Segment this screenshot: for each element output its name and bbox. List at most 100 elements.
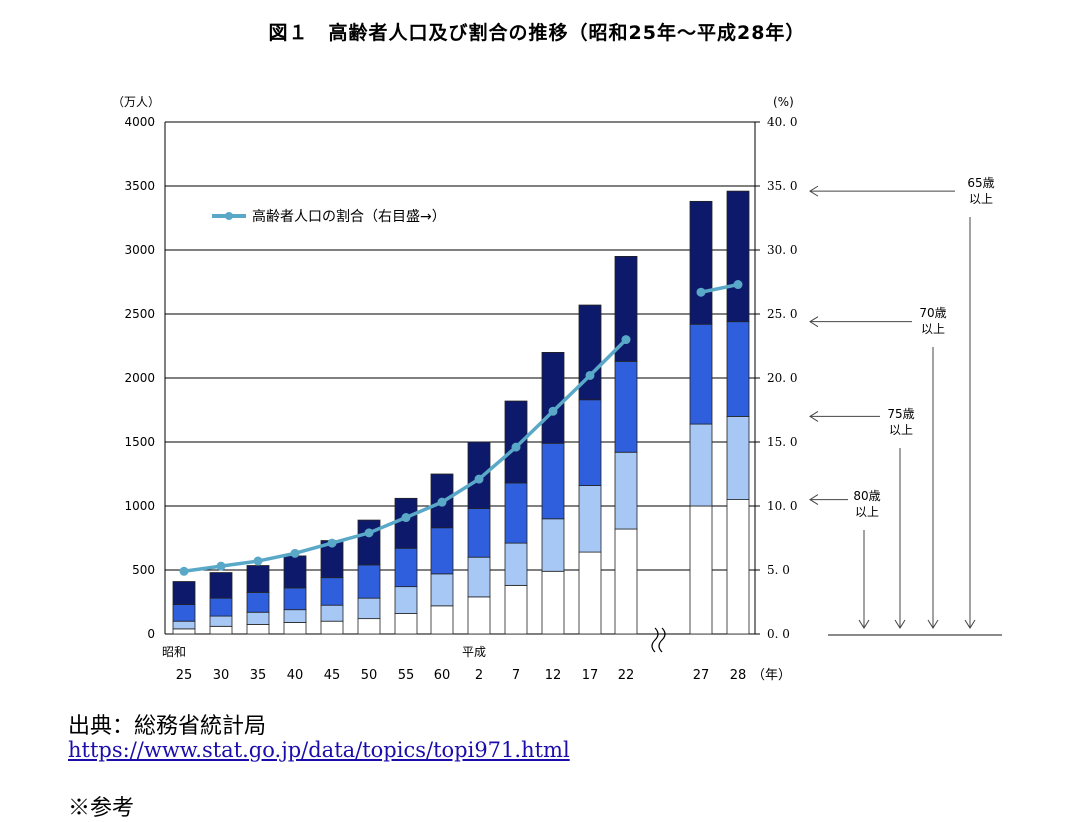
- y-tick-label: 1000: [124, 499, 155, 513]
- bracket-label-line2: 以上: [921, 322, 945, 336]
- ratio-line-segment: [700, 282, 739, 294]
- bracket-label-line2: 以上: [889, 423, 913, 437]
- stacked-bars: [172, 190, 750, 635]
- x-tick-label: 2: [475, 668, 483, 683]
- y-tick-label: 2500: [124, 307, 155, 321]
- ratio-point: [327, 538, 337, 548]
- bar-segment-age80plus: [320, 620, 344, 635]
- year-unit-label: （年）: [752, 668, 791, 683]
- x-tick-label: 30: [213, 668, 230, 683]
- x-tick-label: 28: [730, 668, 747, 683]
- bracket-vertical-arrowhead: [964, 619, 976, 629]
- bar-segment-age70_74: [430, 527, 454, 575]
- x-tick-label: 50: [361, 668, 378, 683]
- axis-break-stroke: [658, 627, 666, 653]
- y-tick-label: 3500: [124, 179, 155, 193]
- bracket-vertical-arrowhead: [927, 619, 939, 629]
- bar-segment-age75_79: [726, 415, 750, 500]
- bar-segment-age80plus: [726, 499, 750, 635]
- axis-labels: （万人） (%) 昭和 平成 （年）: [112, 95, 794, 683]
- bar-segment-age80plus: [504, 584, 528, 635]
- bracket-label-line1: 75歳: [887, 407, 914, 421]
- bar-segment-age70_74: [614, 360, 638, 453]
- x-tick-label: 22: [618, 668, 635, 683]
- bar-segment-age80plus: [357, 618, 381, 635]
- ratio-point: [621, 335, 631, 345]
- y2-tick-label: 15. 0: [767, 435, 798, 449]
- bar-segment-age70_74: [209, 597, 233, 617]
- ratio-point: [548, 406, 558, 416]
- page-title: 図１ 高齢者人口及び割合の推移（昭和25年～平成28年）: [268, 22, 806, 44]
- axis-break-symbol: [651, 627, 666, 653]
- bar-segment-age70_74: [541, 442, 565, 520]
- axis-break-stroke: [651, 627, 659, 653]
- legend-label: 高齢者人口の割合（右目盛→）: [252, 208, 446, 225]
- source-link[interactable]: https://www.stat.go.jp/data/topics/topi9…: [68, 738, 570, 762]
- bracket-label-line1: 80歳: [853, 489, 880, 503]
- ratio-point: [733, 280, 743, 290]
- bracket-vertical-arrowhead: [858, 619, 870, 629]
- bar-segment-age65_69: [394, 497, 418, 549]
- ratio-point: [290, 548, 300, 558]
- legend-line-marker: [225, 212, 233, 220]
- bar-segment-age75_79: [689, 423, 713, 507]
- bar-segment-age75_79: [430, 573, 454, 607]
- bar-segment-age70_74: [578, 399, 602, 486]
- bar-segment-age65_69: [209, 572, 233, 599]
- y-tick-label: 2000: [124, 371, 155, 385]
- reference-label: ※参考: [68, 796, 135, 821]
- ratio-point: [364, 528, 374, 538]
- bar-segment-age70_74: [246, 592, 270, 613]
- x-tick-label: 25: [176, 668, 193, 683]
- bar-segment-age70_74: [726, 321, 750, 417]
- bar-segment-age65_69: [689, 200, 713, 325]
- bar-segment-age65_69: [578, 304, 602, 401]
- ratio-line: [179, 280, 743, 576]
- x-tick-label: 12: [545, 668, 562, 683]
- ratio-point: [401, 513, 411, 523]
- bar-segment-age75_79: [357, 597, 381, 620]
- y-axis-unit-label: （万人）: [112, 95, 160, 109]
- y2-axis-unit-label: (%): [773, 95, 794, 109]
- bracket-label-line2: 以上: [969, 192, 993, 206]
- bar-segment-age80plus: [578, 551, 602, 635]
- bar-segment-age70_74: [394, 547, 418, 588]
- ratio-point: [253, 556, 263, 566]
- ratio-point: [437, 497, 447, 507]
- x-tick-label: 60: [434, 668, 451, 683]
- era-label-showa: 昭和: [162, 645, 186, 659]
- bar-segment-age65_69: [172, 581, 196, 605]
- bar-segment-age65_69: [246, 565, 270, 593]
- bar-segment-age70_74: [320, 577, 344, 606]
- y2-tick-label: 20. 0: [767, 371, 798, 385]
- y-tick-label: 4000: [124, 115, 155, 129]
- bracket-pointer-arrowhead: [809, 316, 819, 328]
- ratio-point: [585, 370, 595, 380]
- bar-segment-age75_79: [320, 604, 344, 622]
- y2-tick-label: 40. 0: [767, 115, 798, 129]
- bar-segment-age70_74: [172, 604, 196, 622]
- bar-segment-age80plus: [467, 596, 491, 635]
- y-tick-label: 500: [132, 563, 155, 577]
- bar-segment-age70_74: [689, 323, 713, 425]
- x-tick-label: 27: [693, 668, 710, 683]
- era-label-heisei: 平成: [462, 645, 486, 659]
- bar-segment-age80plus: [541, 570, 565, 635]
- bar-segment-age80plus: [172, 628, 196, 635]
- bar-segment-age80plus: [283, 622, 307, 635]
- bar-segment-age75_79: [467, 556, 491, 598]
- bar-segment-age80plus: [394, 613, 418, 635]
- bar-segment-age70_74: [467, 508, 491, 558]
- bar-segment-age65_69: [614, 255, 638, 362]
- bar-segment-age75_79: [209, 615, 233, 627]
- x-tick-label: 17: [582, 668, 599, 683]
- bar-segment-age70_74: [283, 587, 307, 611]
- bracket-pointer-arrowhead: [809, 185, 819, 197]
- x-tick-label: 40: [287, 668, 304, 683]
- y2-tick-label: 5. 0: [767, 563, 790, 577]
- legend: 高齢者人口の割合（右目盛→）: [212, 208, 446, 225]
- y2-tick-label: 35. 0: [767, 179, 798, 193]
- x-tick-label: 7: [512, 668, 520, 683]
